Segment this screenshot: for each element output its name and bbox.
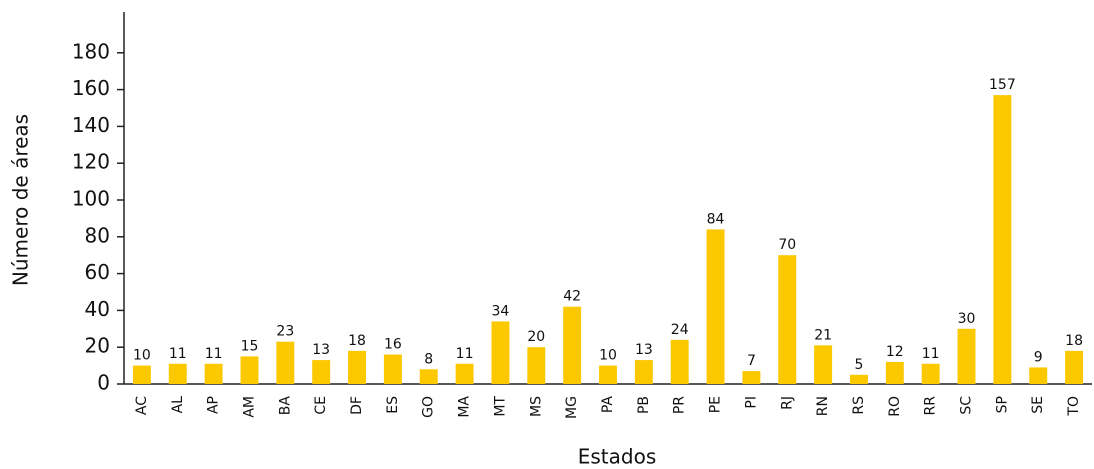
value-label: 7 (747, 353, 756, 369)
value-label: 18 (1065, 333, 1083, 349)
x-tick-label: TO (1066, 396, 1082, 417)
x-tick-label: SC (959, 396, 975, 415)
bar (599, 365, 617, 384)
x-tick-label: PB (636, 396, 652, 414)
value-label: 11 (205, 346, 223, 362)
bar (993, 95, 1012, 385)
value-label: 9 (1034, 349, 1043, 365)
y-tick-label: 140 (72, 113, 110, 137)
x-tick-label: BA (277, 396, 293, 416)
bar (814, 345, 833, 384)
value-label: 11 (169, 346, 187, 362)
x-axis-label: Estados (578, 445, 657, 469)
x-tick-label: AC (134, 396, 150, 415)
value-label: 157 (989, 77, 1016, 93)
x-tick-label: CE (313, 396, 329, 415)
value-label: 10 (599, 348, 617, 364)
value-label: 70 (778, 237, 796, 253)
bar (240, 356, 259, 384)
bar (419, 369, 438, 384)
value-label: 18 (348, 333, 366, 349)
y-tick-label: 180 (72, 39, 110, 63)
x-tick-label: RJ (779, 396, 795, 410)
x-tick-label: RR (923, 396, 939, 416)
value-label: 15 (241, 338, 259, 354)
value-label: 10 (133, 348, 151, 364)
bar (885, 361, 904, 384)
bar (670, 339, 689, 384)
value-label: 30 (958, 311, 976, 327)
x-tick-label: ES (385, 396, 401, 414)
y-tick-label: 100 (72, 187, 110, 211)
x-tick-label: GO (421, 396, 437, 418)
bar (312, 360, 331, 384)
y-axis-label: Número de áreas (9, 114, 33, 286)
bar (491, 321, 510, 384)
value-label: 11 (456, 346, 474, 362)
bar (742, 371, 761, 384)
bar (850, 374, 868, 384)
x-tick-label: MT (492, 396, 508, 417)
x-tick-label: PE (708, 396, 724, 413)
x-tick-label: MS (528, 396, 544, 417)
bar (383, 354, 402, 384)
bar (957, 328, 976, 384)
bar (348, 350, 366, 384)
x-tick-label: MA (457, 396, 473, 418)
value-label: 8 (424, 351, 433, 367)
y-tick-label: 80 (85, 223, 110, 247)
x-tick-label: SE (1030, 396, 1046, 414)
y-tick-label: 40 (85, 297, 110, 321)
x-tick-label: AL (170, 396, 186, 414)
bar (706, 229, 725, 384)
value-label: 20 (527, 329, 545, 345)
bar (778, 255, 797, 384)
value-label: 13 (635, 342, 653, 358)
bar (168, 363, 187, 384)
value-label: 84 (707, 211, 725, 227)
x-tick-label: DF (349, 396, 365, 415)
value-label: 16 (384, 337, 402, 353)
bar (132, 365, 151, 384)
value-label: 23 (276, 324, 294, 340)
x-tick-label: PR (672, 396, 688, 414)
bar (455, 363, 474, 384)
x-tick-label: PA (600, 396, 616, 414)
x-tick-label: SP (994, 396, 1010, 413)
value-label: 11 (922, 346, 940, 362)
bar (563, 306, 582, 384)
y-tick-label: 120 (72, 150, 110, 174)
bar (1065, 350, 1084, 384)
value-label: 12 (886, 344, 904, 360)
value-label: 34 (492, 303, 510, 319)
x-tick-label: AM (241, 396, 257, 418)
value-label: 21 (814, 327, 832, 343)
value-label: 42 (563, 289, 581, 305)
x-tick-label: AP (206, 396, 222, 414)
value-label: 24 (671, 322, 689, 338)
x-tick-label: RN (815, 396, 831, 416)
y-tick-label: 20 (85, 334, 110, 358)
bar (527, 347, 546, 384)
bar (276, 341, 295, 384)
value-label: 13 (312, 342, 330, 358)
x-tick-label: RS (851, 396, 867, 415)
x-tick-label: PI (743, 396, 759, 409)
y-tick-label: 0 (97, 371, 110, 395)
y-tick-label: 60 (85, 260, 110, 284)
y-tick-label: 160 (72, 76, 110, 100)
x-tick-label: MG (564, 396, 580, 419)
bar (204, 363, 223, 384)
bar (921, 363, 940, 384)
value-label: 5 (855, 357, 864, 373)
x-tick-label: RO (887, 396, 903, 417)
bar (1029, 367, 1048, 384)
bar (634, 360, 653, 384)
